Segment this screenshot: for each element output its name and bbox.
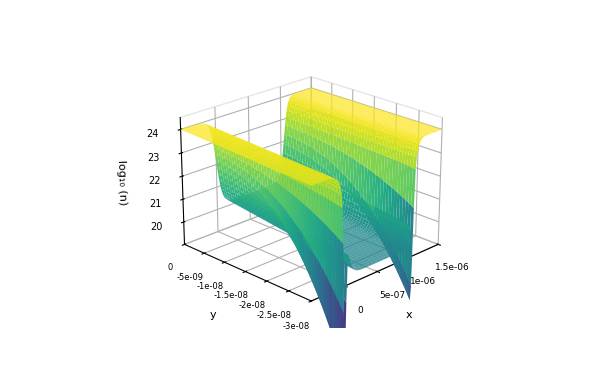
Y-axis label: y: y [210,310,217,320]
X-axis label: x: x [406,310,413,320]
